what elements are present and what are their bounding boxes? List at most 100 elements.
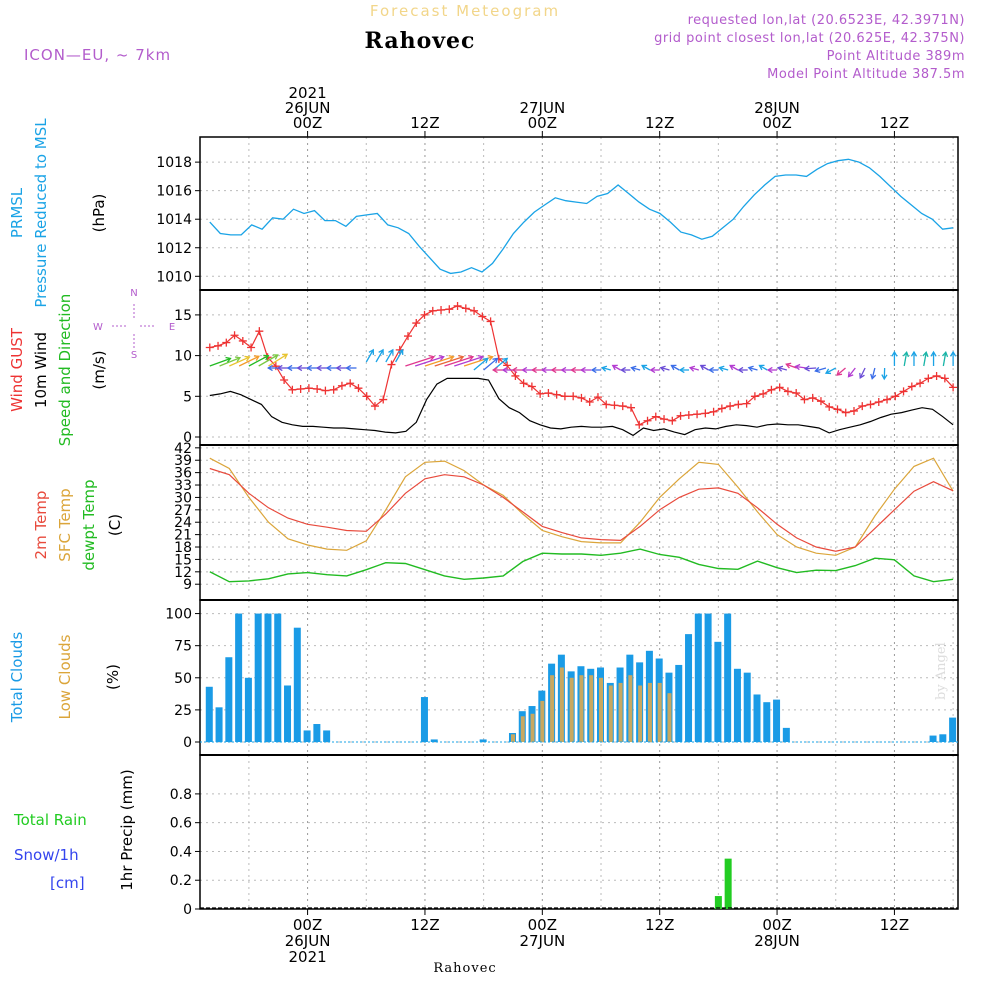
total-cloud-bar [274, 614, 281, 742]
total-cloud-bar [304, 730, 311, 742]
ylabel-celsius: (C) [106, 514, 124, 536]
low-cloud-bar [550, 675, 554, 742]
ylabel-sfc-temp: SFC Temp [56, 488, 74, 561]
ylabel-2m-temp: 2m Temp [32, 491, 50, 560]
total-cloud-bar [255, 614, 262, 742]
bottom-time-label: 28JUN [754, 932, 800, 950]
ylabel-hpa: (hPa) [90, 194, 108, 233]
grid-point-coords: grid point closest lon,lat (20.625E, 42.… [654, 31, 965, 46]
y-tick-label: 15 [174, 308, 192, 324]
compass-w: W [93, 322, 103, 333]
low-cloud-bar [560, 668, 564, 742]
top-time-label: 00Z [528, 114, 557, 132]
bottom-time-label: 27JUN [519, 932, 565, 950]
y-tick-label: 0.6 [170, 816, 192, 832]
legend-snow: Snow/1h [14, 846, 79, 864]
rain-bar [725, 859, 732, 909]
ylabel-total-clouds: Total Clouds [8, 632, 26, 724]
low-cloud-bar [579, 675, 583, 742]
low-cloud-bar [570, 678, 574, 742]
y-tick-label: 0.8 [170, 787, 192, 803]
ylabel-dewpt: dewpt Temp [80, 479, 98, 570]
y-tick-label: 1018 [156, 155, 192, 171]
total-cloud-bar [744, 673, 751, 742]
top-time-label: 12Z [410, 114, 439, 132]
total-cloud-bar [773, 700, 780, 742]
total-cloud-bar [675, 665, 682, 742]
y-tick-label: 42 [174, 441, 192, 457]
top-time-label: 00Z [293, 114, 322, 132]
point-altitude: Point Altitude 389m [827, 49, 965, 64]
total-cloud-bar [313, 724, 320, 742]
model-label: ICON—EU, ~ 7km [24, 46, 171, 64]
total-cloud-bar [753, 694, 760, 742]
y-tick-label: 1012 [156, 241, 192, 257]
ylabel-prmsl: PRMSL [8, 187, 26, 238]
compass-s: S [131, 350, 137, 361]
bottom-time-label: 2021 [288, 948, 326, 966]
ylabel-percent: (%) [104, 664, 122, 690]
low-cloud-bar [540, 701, 544, 742]
low-cloud-bar [638, 685, 642, 742]
ylabel-ms: (m/s) [90, 350, 108, 389]
credit-watermark: by Angel [934, 642, 949, 700]
total-cloud-bar [714, 642, 721, 742]
ylabel-wind-gust: Wind GUST [8, 327, 26, 412]
y-tick-label: 5 [183, 389, 192, 405]
y-tick-label: 0.2 [170, 873, 192, 889]
model-point-altitude: Model Point Altitude 387.5m [767, 67, 965, 82]
y-tick-label: 50 [174, 671, 192, 687]
bottom-time-label: 12Z [880, 916, 909, 934]
total-cloud-bar [705, 614, 712, 742]
compass-e: E [169, 322, 175, 333]
product-title: Forecast Meteogram [370, 2, 560, 20]
low-cloud-bar [609, 685, 613, 742]
total-cloud-bar [245, 678, 252, 742]
total-cloud-bar [734, 669, 741, 742]
top-time-label: 00Z [762, 114, 791, 132]
legend-total-rain: Total Rain [13, 811, 87, 829]
y-tick-label: 1016 [156, 184, 192, 200]
low-cloud-bar [667, 693, 671, 742]
total-cloud-bar [264, 614, 271, 742]
total-cloud-bar [695, 614, 702, 742]
ylabel-precip: 1hr Precip (mm) [118, 769, 136, 890]
total-cloud-bar [763, 702, 770, 742]
total-cloud-bar [421, 697, 428, 742]
y-tick-label: 75 [174, 639, 192, 655]
low-cloud-bar [521, 716, 525, 742]
total-cloud-bar [939, 734, 946, 742]
ylabel-10m-wind: 10m Wind [32, 332, 50, 408]
low-cloud-bar [658, 683, 662, 742]
total-cloud-bar [206, 687, 213, 742]
ylabel-pressure-msl: Pressure Reduced to MSL [32, 118, 50, 308]
total-cloud-bar [783, 728, 790, 742]
location-title: Rahovec [365, 28, 476, 54]
low-cloud-bar [589, 675, 593, 742]
y-tick-label: 10 [174, 349, 192, 365]
y-tick-label: 1014 [156, 212, 192, 228]
total-cloud-bar [323, 730, 330, 742]
ylabel-low-clouds: Low Clouds [56, 634, 74, 719]
rain-bar [715, 896, 722, 909]
y-tick-label: 100 [165, 607, 192, 623]
low-cloud-bar [599, 678, 603, 742]
footer-location: Rahovec [433, 961, 496, 976]
total-cloud-bar [284, 685, 291, 742]
total-cloud-bar [685, 634, 692, 742]
total-cloud-bar [724, 614, 731, 742]
total-cloud-bar [216, 707, 223, 742]
total-cloud-bar [949, 718, 956, 742]
legend-snow-unit: [cm] [50, 874, 85, 892]
top-time-label: 12Z [645, 114, 674, 132]
compass-n: N [130, 288, 137, 299]
low-cloud-bar [531, 714, 535, 742]
ylabel-speed-direction: Speed and Direction [56, 294, 74, 447]
y-tick-label: 1010 [156, 269, 192, 285]
low-cloud-bar [619, 683, 623, 742]
y-tick-label: 25 [174, 703, 192, 719]
total-cloud-bar [225, 657, 232, 742]
low-cloud-bar [511, 734, 515, 742]
